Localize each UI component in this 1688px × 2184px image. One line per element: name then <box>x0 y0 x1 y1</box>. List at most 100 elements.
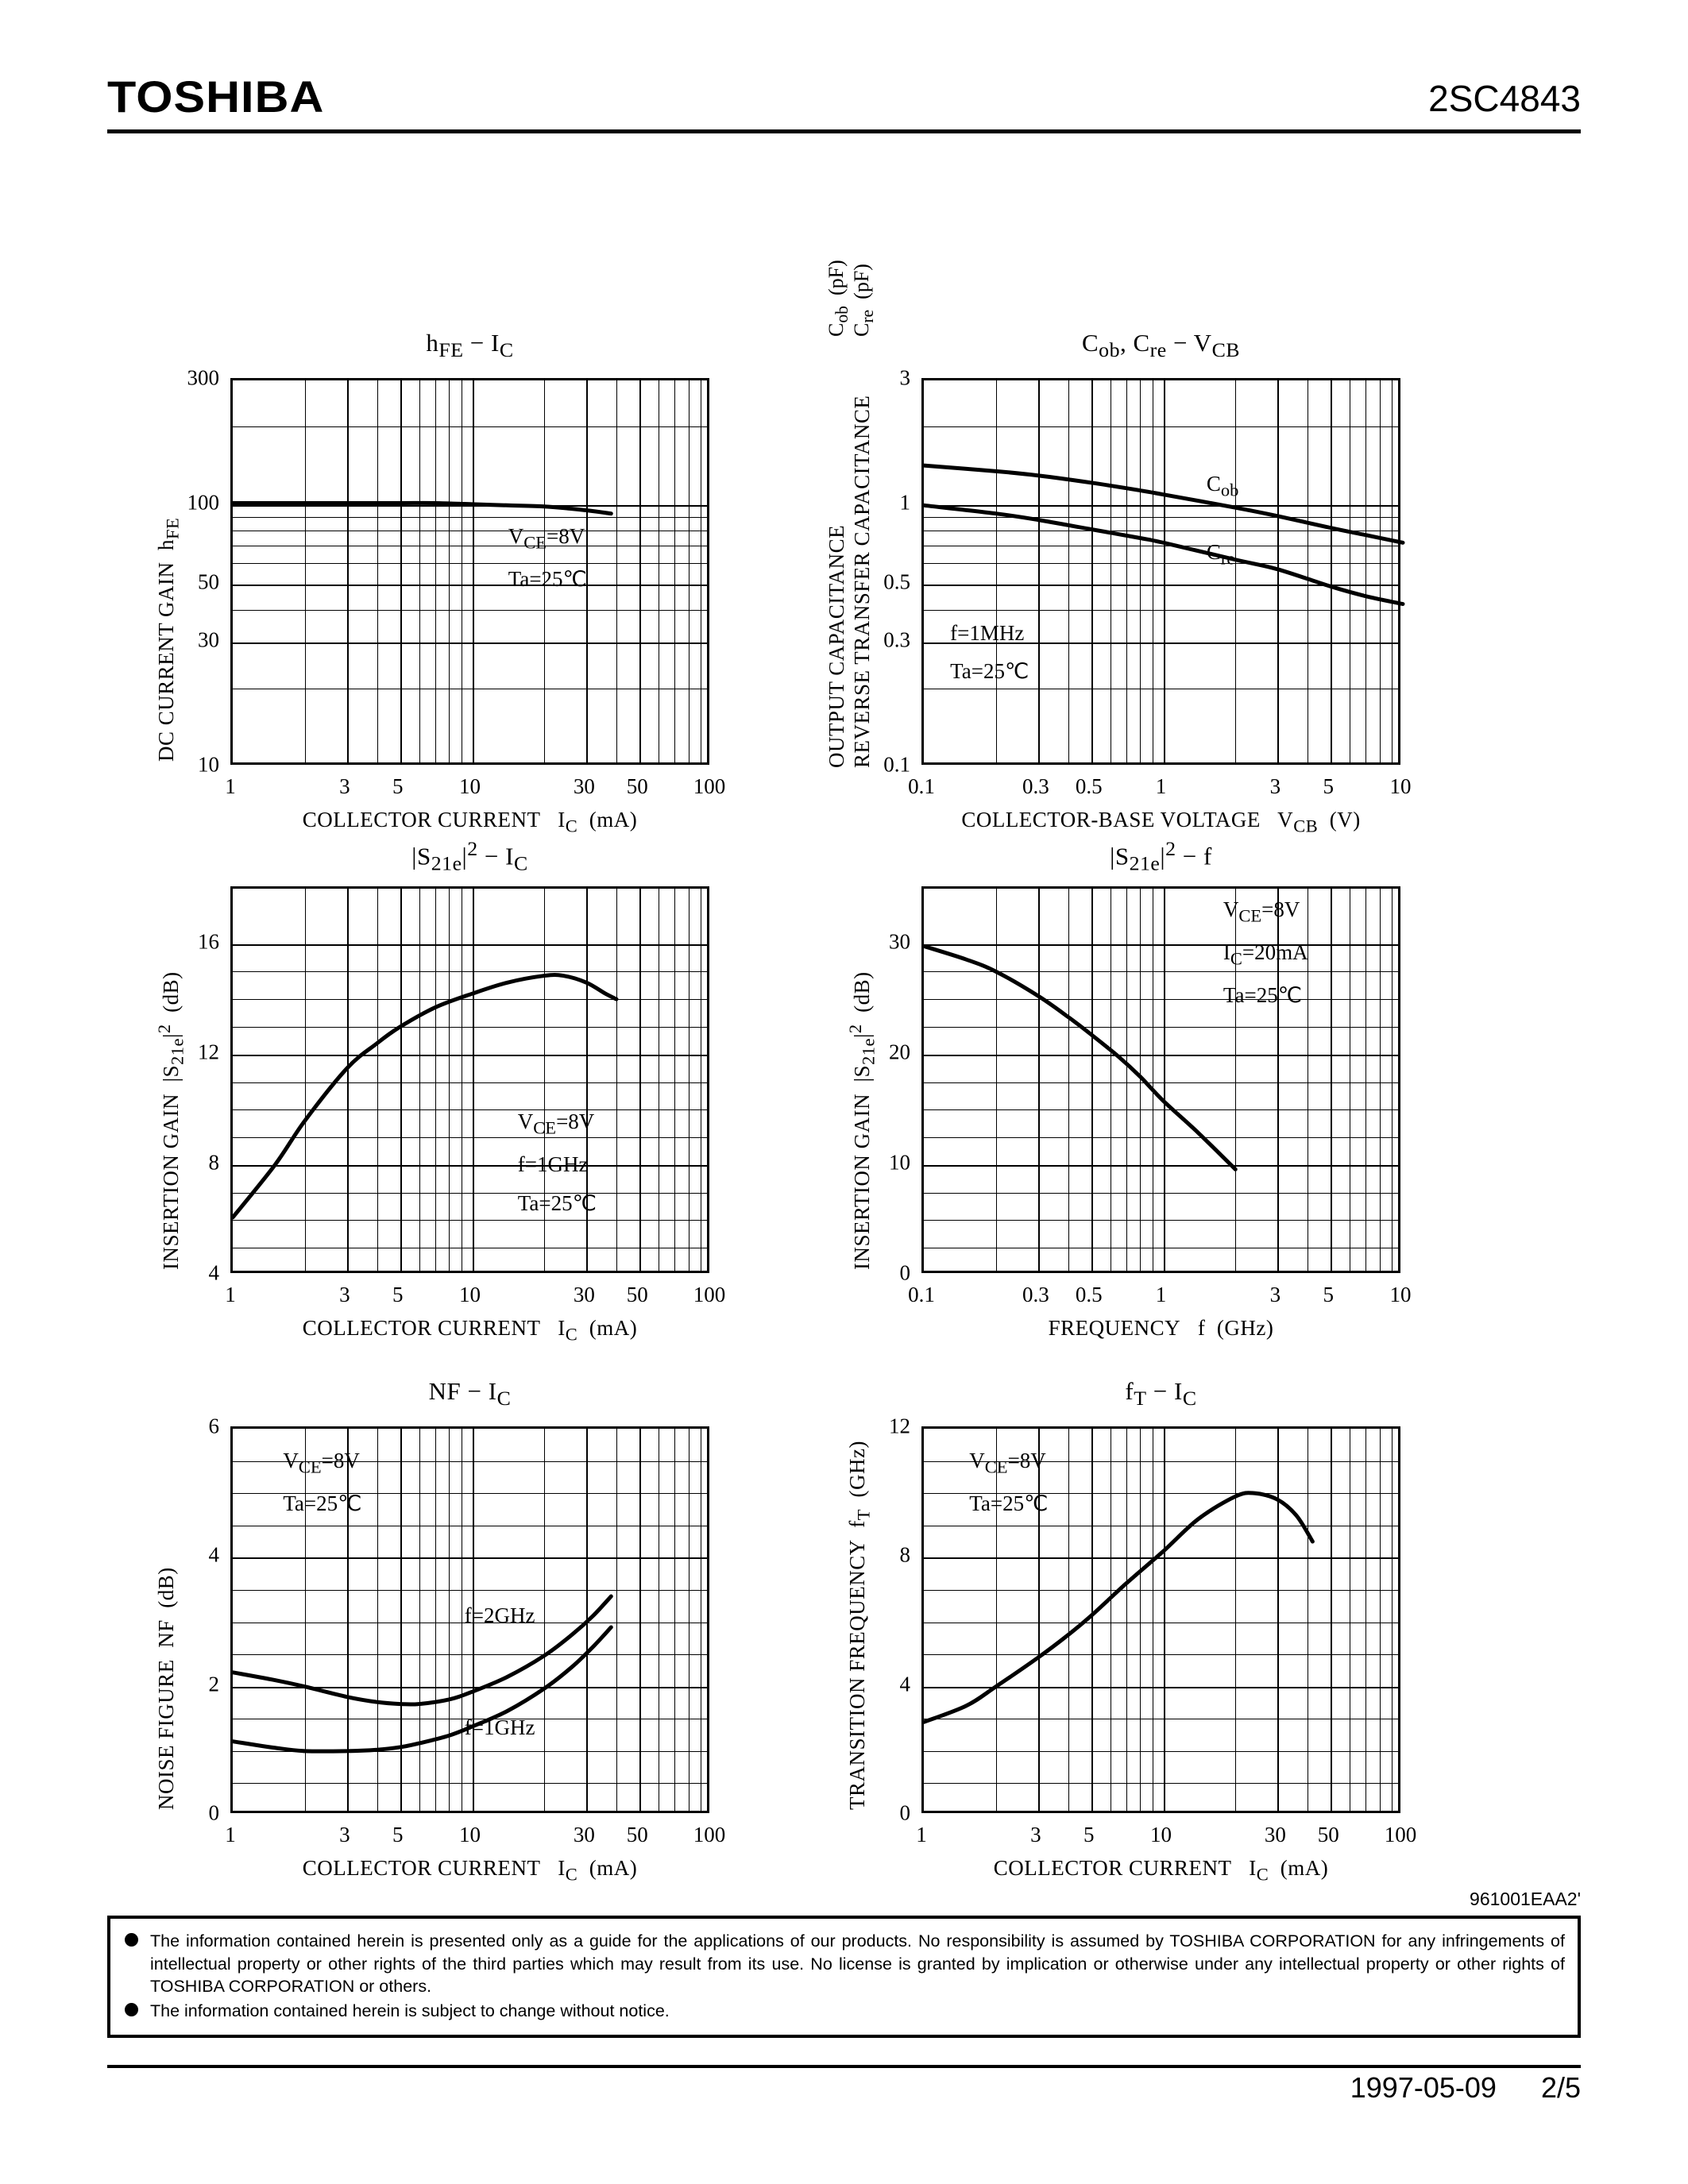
gridline-vertical <box>616 380 618 762</box>
gridline-vertical <box>1379 380 1381 762</box>
condition-line: Ta=25℃ <box>950 659 1029 684</box>
gridline-vertical <box>544 889 546 1271</box>
header-rule <box>107 129 1581 133</box>
curve-layer <box>921 943 1238 1171</box>
gridline-horizontal <box>924 609 1398 611</box>
gridline-vertical <box>1392 380 1393 762</box>
data-curve-ft <box>921 1491 1315 1724</box>
gridline-vertical <box>435 889 436 1271</box>
data-curve--s21e-2 <box>921 943 1238 1171</box>
x-tick-label: 10 <box>459 1823 481 1846</box>
condition-line: VCE=8V <box>1223 897 1300 925</box>
gridline-vertical <box>674 1429 676 1811</box>
gridline-horizontal <box>924 1686 1398 1688</box>
plot-area <box>921 378 1405 765</box>
disclaimer-item-2: The information contained herein is subj… <box>123 2000 1565 2023</box>
gridline-horizontal <box>924 1082 1398 1083</box>
y-tick-label: 0 <box>899 1800 911 1825</box>
curve-layer <box>230 972 619 1220</box>
condition-annotation: f=1MHz Ta=25℃ <box>950 621 1029 699</box>
gridline-horizontal <box>924 1557 1398 1560</box>
gridline-horizontal <box>233 1557 707 1560</box>
y-tick-label: 30 <box>198 627 219 652</box>
y-tick-label: 2 <box>208 1672 220 1696</box>
x-tick-label: 1 <box>225 774 236 798</box>
gridline-horizontal <box>233 1493 707 1495</box>
gridline-horizontal <box>233 426 707 428</box>
curve-layer <box>921 1491 1315 1724</box>
gridline-vertical <box>1331 1429 1333 1811</box>
gridline-vertical <box>304 889 306 1271</box>
gridline-horizontal <box>924 426 1398 428</box>
gridline-vertical <box>1365 889 1367 1271</box>
gridline-vertical <box>400 1429 402 1811</box>
condition-line: Ta=25℃ <box>283 1491 362 1516</box>
gridline-vertical <box>1277 1429 1280 1811</box>
gridline-vertical <box>1091 380 1093 762</box>
gridline-vertical <box>449 889 450 1271</box>
x-tick-label: 3 <box>339 774 350 798</box>
gridline-vertical <box>995 1429 997 1811</box>
gridline-horizontal <box>233 1686 707 1688</box>
x-tick-label: 3 <box>1269 1283 1281 1306</box>
revision-date: 1997-05-09 <box>1350 2071 1497 2104</box>
gridline-vertical <box>449 1429 450 1811</box>
y-tick-label: 0 <box>208 1800 220 1825</box>
gridline-horizontal <box>233 1026 707 1028</box>
y-axis-label-line2: REVERSE TRANSFER CAPACITANCE <box>850 395 874 768</box>
y-axis-label: INSERTION GAIN |S21e|2 (dB) <box>845 971 879 1270</box>
x-tick-label: 5 <box>1323 1283 1334 1306</box>
y-tick-label: 300 <box>187 365 220 390</box>
plot-area <box>230 378 709 765</box>
gridline-vertical <box>1140 1429 1141 1811</box>
curve-layer <box>230 500 613 516</box>
chart-title: NF − IC <box>428 1377 512 1410</box>
gridline-horizontal <box>233 584 707 586</box>
condition-annotation: VCE=8V f=1GHz Ta=25℃ <box>518 1110 597 1230</box>
y-tick-label: 12 <box>198 1040 219 1064</box>
gridline-horizontal <box>233 1220 707 1221</box>
x-tick-label: 1 <box>916 1823 927 1846</box>
gridline-vertical <box>1331 380 1333 762</box>
gridline-horizontal <box>233 1137 707 1139</box>
gridline-vertical <box>1365 1429 1367 1811</box>
plot-area <box>230 1426 709 1813</box>
gridline-vertical <box>419 889 420 1271</box>
gridline-vertical <box>1365 380 1367 762</box>
chart-title: |S21e|2 − f <box>1110 837 1212 875</box>
gridline-vertical <box>1068 380 1069 762</box>
x-tick-label: 100 <box>693 774 726 798</box>
condition-line: VCE=8V <box>969 1449 1046 1477</box>
footer-rule <box>107 2065 1581 2068</box>
gridline-horizontal <box>233 1082 707 1083</box>
y-tick-label: 16 <box>198 929 219 954</box>
condition-line: f=1GHz <box>517 1152 589 1177</box>
gridline-vertical <box>419 380 420 762</box>
condition-line: VCE=8V <box>508 524 585 553</box>
x-tick-label: 50 <box>626 774 648 798</box>
document-number: 961001EAA2' <box>1470 1889 1581 1909</box>
condition-annotation: VCE=8V Ta=25℃ <box>283 1449 361 1530</box>
gridline-vertical <box>1126 1429 1127 1811</box>
condition-annotation: VCE=8V IC=20mA Ta=25℃ <box>1223 897 1308 1022</box>
x-tick-label: 10 <box>1389 1283 1412 1306</box>
y-tick-label: 1 <box>899 490 911 515</box>
y-tick-label: 8 <box>899 1542 911 1567</box>
gridline-horizontal <box>233 1783 707 1785</box>
gridline-vertical <box>995 380 997 762</box>
y-tick-label: 0 <box>899 1260 911 1285</box>
gridline-vertical <box>1140 889 1141 1271</box>
y-tick-label: 50 <box>198 569 219 594</box>
gridline-vertical <box>1163 1429 1165 1811</box>
gridline-horizontal <box>924 505 1398 507</box>
x-axis-label: COLLECTOR CURRENT IC (mA) <box>302 808 638 836</box>
y-tick-label: 8 <box>208 1150 220 1175</box>
x-tick-label: 100 <box>1384 1823 1417 1846</box>
x-tick-label: 0.5 <box>1075 1283 1103 1306</box>
gridline-horizontal <box>924 563 1398 565</box>
